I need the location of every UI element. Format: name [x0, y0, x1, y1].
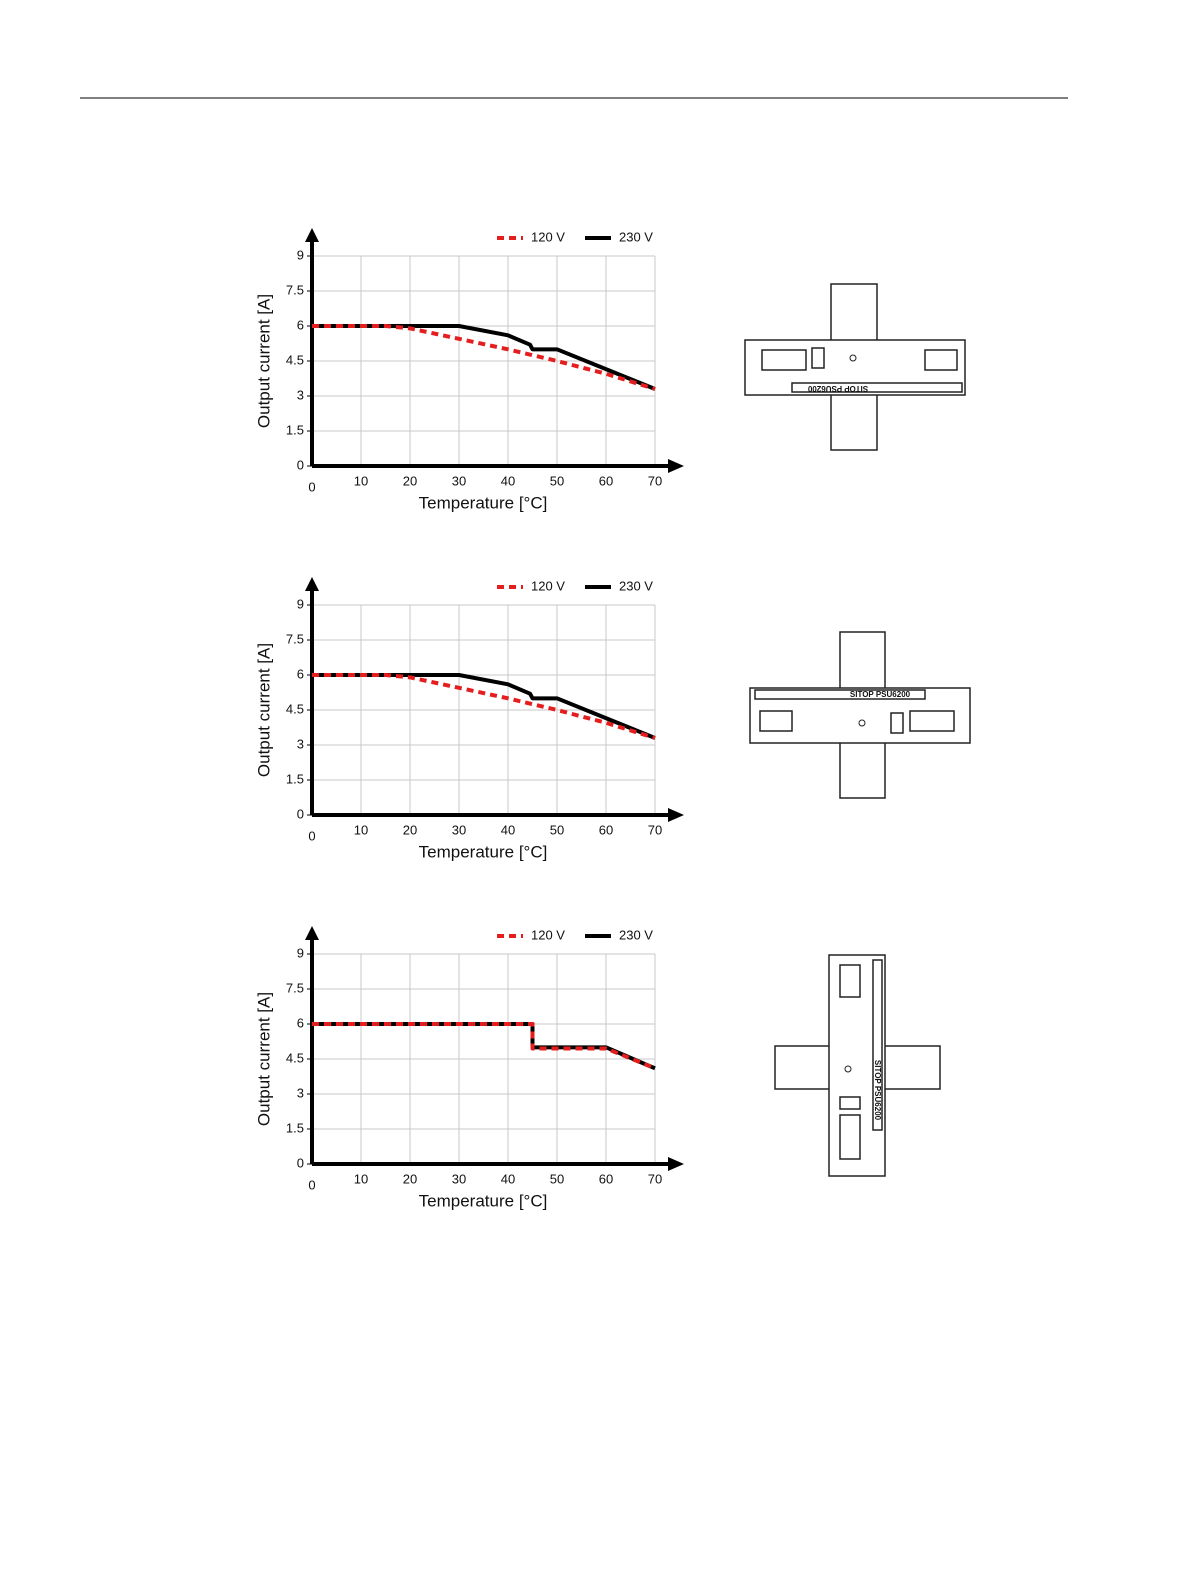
legend-label: 230 V — [619, 229, 653, 244]
x-tick-label: 60 — [599, 1171, 613, 1186]
device-illustration: SITOP PSU6200 — [744, 283, 966, 451]
x-axis-title: Temperature [°C] — [419, 1191, 548, 1210]
device-label: SITOP PSU6200 — [850, 690, 911, 699]
y-axis-arrow — [305, 228, 319, 242]
x-axis-arrow — [668, 1157, 684, 1171]
device-label: SITOP PSU6200 — [873, 1060, 882, 1121]
x-tick-label: 40 — [501, 1171, 515, 1186]
x-axis-arrow — [668, 459, 684, 473]
chart: 0 10 20 30 40 50 60 70 0 1.5 3 4.5 6 7.5 9 Temperature … — [254, 926, 684, 1210]
series-line — [312, 324, 656, 391]
y-tick-label: 4.5 — [286, 352, 304, 367]
x-tick-label: 60 — [599, 473, 613, 488]
series-line — [312, 1022, 656, 1071]
y-tick-label: 9 — [297, 247, 304, 262]
y-tick-label: 9 — [297, 945, 304, 960]
x-tick-label: 40 — [501, 473, 515, 488]
chart: 0 10 20 30 40 50 60 70 0 1.5 3 4.5 6 7.5 9 Temperature … — [254, 577, 684, 861]
y-tick-label: 7.5 — [286, 980, 304, 995]
x-tick-label: 50 — [550, 1171, 564, 1186]
x-tick-label: 20 — [403, 473, 417, 488]
legend-label: 120 V — [531, 229, 565, 244]
series-line — [312, 1022, 656, 1071]
chart: 0 10 20 30 40 50 60 70 0 1.5 3 4.5 6 7.5 9 Temperature … — [254, 228, 684, 512]
y-tick-label: 1.5 — [286, 422, 304, 437]
y-tick-label: 0 — [297, 457, 304, 472]
x-tick-label: 70 — [648, 1171, 662, 1186]
x-tick-label: 50 — [550, 473, 564, 488]
legend-label: 230 V — [619, 927, 653, 942]
x-tick-label: 10 — [354, 822, 368, 837]
y-tick-label: 1.5 — [286, 771, 304, 786]
x-tick-label: 70 — [648, 473, 662, 488]
y-tick-label: 1.5 — [286, 1120, 304, 1135]
y-tick-label: 9 — [297, 596, 304, 611]
x-tick-label: 30 — [452, 473, 466, 488]
legend-label: 230 V — [619, 578, 653, 593]
series-line — [312, 673, 656, 740]
x-tick-label: 60 — [599, 822, 613, 837]
y-tick-label: 7.5 — [286, 282, 304, 297]
x-tick-label: 50 — [550, 822, 564, 837]
device-label: SITOP PSU6200 — [807, 384, 868, 393]
x-tick-label: 20 — [403, 822, 417, 837]
y-axis-arrow — [305, 577, 319, 591]
x-tick-label: 40 — [501, 822, 515, 837]
y-tick-label: 0 — [297, 806, 304, 821]
legend-label: 120 V — [531, 927, 565, 942]
x-axis-title: Temperature [°C] — [419, 493, 548, 512]
series-line — [312, 673, 656, 740]
y-axis-title: Output current [A] — [254, 294, 273, 428]
x-tick-label: 30 — [452, 1171, 466, 1186]
x-axis-title: Temperature [°C] — [419, 842, 548, 861]
device-illustration: SITOP PSU6200 — [774, 954, 941, 1177]
y-tick-label: 6 — [297, 1015, 304, 1030]
x-axis-arrow — [668, 808, 684, 822]
x-tick-label: 10 — [354, 1171, 368, 1186]
y-tick-label: 4.5 — [286, 1050, 304, 1065]
x-tick-label: 10 — [354, 473, 368, 488]
x-tick-label: 0 — [308, 479, 315, 494]
y-tick-label: 0 — [297, 1155, 304, 1170]
y-tick-label: 3 — [297, 1085, 304, 1100]
y-tick-label: 4.5 — [286, 701, 304, 716]
y-axis-title: Output current [A] — [254, 643, 273, 777]
y-tick-label: 3 — [297, 736, 304, 751]
x-tick-label: 0 — [308, 828, 315, 843]
y-tick-label: 6 — [297, 666, 304, 681]
y-tick-label: 6 — [297, 317, 304, 332]
y-tick-label: 7.5 — [286, 631, 304, 646]
x-tick-label: 30 — [452, 822, 466, 837]
y-tick-label: 3 — [297, 387, 304, 402]
legend-label: 120 V — [531, 578, 565, 593]
x-tick-label: 20 — [403, 1171, 417, 1186]
device-illustration: SITOP PSU6200 — [749, 631, 971, 799]
x-tick-label: 0 — [308, 1177, 315, 1192]
series-line — [312, 324, 656, 391]
x-tick-label: 70 — [648, 822, 662, 837]
y-axis-arrow — [305, 926, 319, 940]
y-axis-title: Output current [A] — [254, 992, 273, 1126]
